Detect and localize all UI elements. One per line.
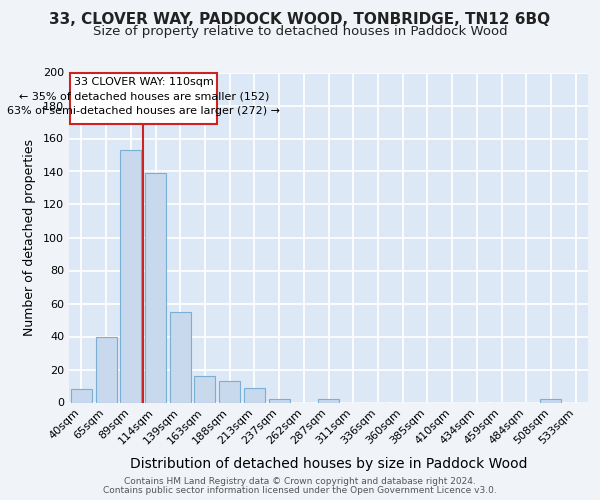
Bar xyxy=(170,312,191,402)
Bar xyxy=(120,150,141,403)
Text: ← 35% of detached houses are smaller (152): ← 35% of detached houses are smaller (15… xyxy=(19,92,269,102)
Bar xyxy=(318,399,339,402)
Bar xyxy=(244,388,265,402)
Bar xyxy=(269,399,290,402)
Bar xyxy=(145,173,166,402)
FancyBboxPatch shape xyxy=(70,72,217,124)
Text: Contains HM Land Registry data © Crown copyright and database right 2024.: Contains HM Land Registry data © Crown c… xyxy=(124,477,476,486)
Text: 63% of semi-detached houses are larger (272) →: 63% of semi-detached houses are larger (… xyxy=(7,106,280,117)
X-axis label: Distribution of detached houses by size in Paddock Wood: Distribution of detached houses by size … xyxy=(130,458,527,471)
Text: Contains public sector information licensed under the Open Government Licence v3: Contains public sector information licen… xyxy=(103,486,497,495)
Text: Size of property relative to detached houses in Paddock Wood: Size of property relative to detached ho… xyxy=(92,25,508,38)
Bar xyxy=(194,376,215,402)
Y-axis label: Number of detached properties: Number of detached properties xyxy=(23,139,36,336)
Bar xyxy=(71,390,92,402)
Bar xyxy=(219,381,240,402)
Bar xyxy=(541,399,562,402)
Bar xyxy=(95,336,116,402)
Text: 33, CLOVER WAY, PADDOCK WOOD, TONBRIDGE, TN12 6BQ: 33, CLOVER WAY, PADDOCK WOOD, TONBRIDGE,… xyxy=(49,12,551,28)
Text: 33 CLOVER WAY: 110sqm: 33 CLOVER WAY: 110sqm xyxy=(74,76,214,86)
